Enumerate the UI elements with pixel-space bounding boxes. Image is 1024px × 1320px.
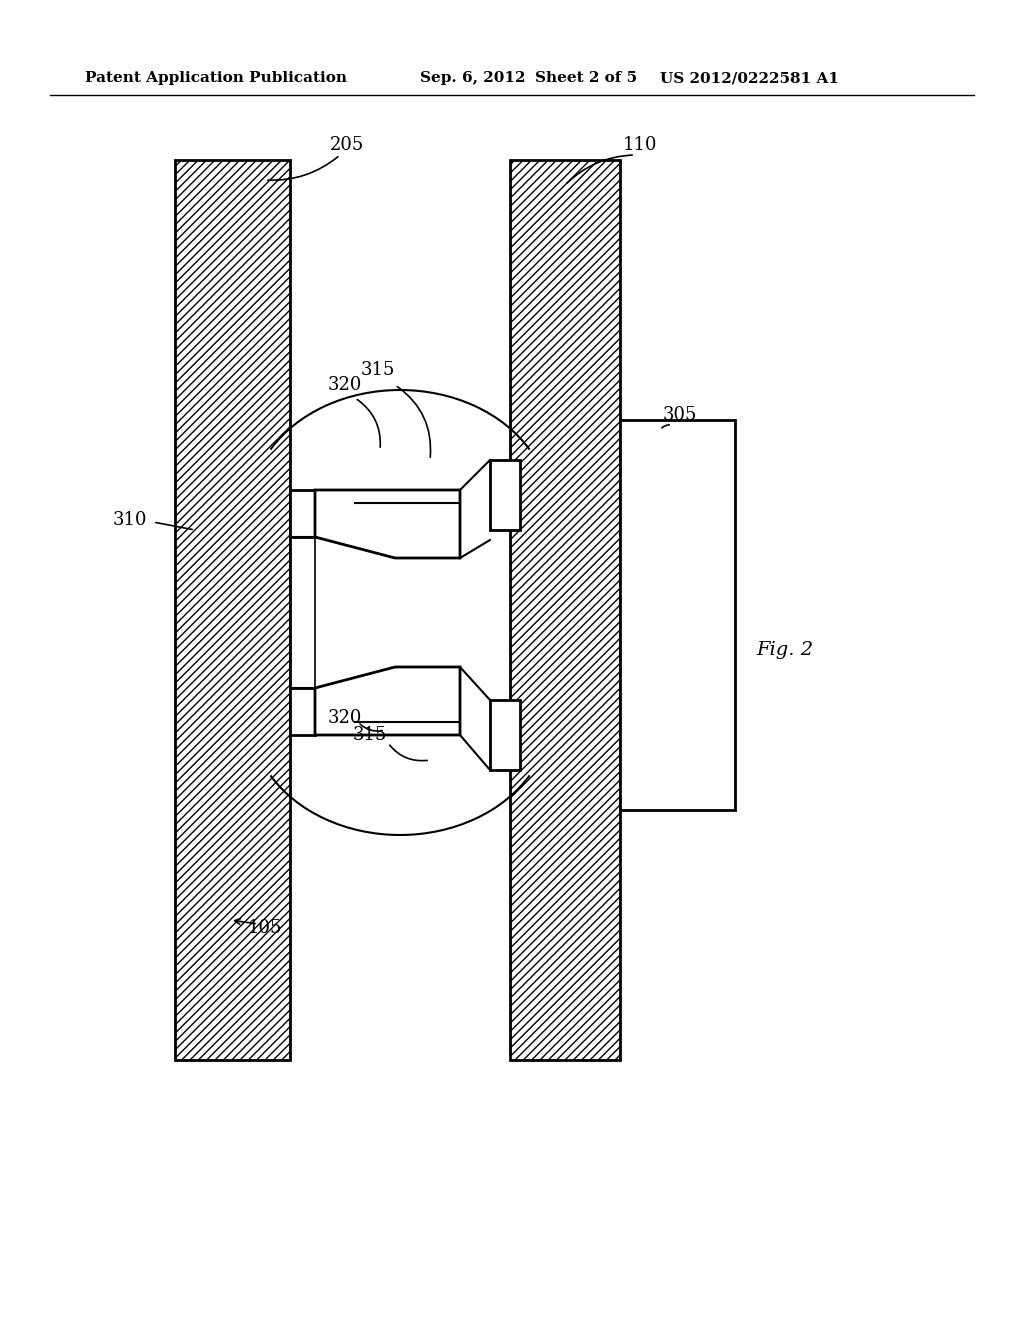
Polygon shape bbox=[290, 688, 315, 735]
Text: 315: 315 bbox=[360, 360, 395, 379]
Text: 315: 315 bbox=[353, 726, 387, 744]
Text: 310: 310 bbox=[113, 511, 147, 529]
Text: Patent Application Publication: Patent Application Publication bbox=[85, 71, 347, 84]
Text: 205: 205 bbox=[330, 136, 365, 154]
Text: 305: 305 bbox=[663, 407, 697, 424]
Polygon shape bbox=[510, 160, 620, 1060]
Polygon shape bbox=[290, 490, 315, 537]
Text: Sep. 6, 2012: Sep. 6, 2012 bbox=[420, 71, 525, 84]
Polygon shape bbox=[175, 160, 290, 1060]
Text: 105: 105 bbox=[248, 919, 283, 937]
Polygon shape bbox=[315, 667, 460, 735]
Text: 320: 320 bbox=[328, 709, 362, 727]
Polygon shape bbox=[620, 420, 735, 810]
Polygon shape bbox=[490, 700, 520, 770]
Text: US 2012/0222581 A1: US 2012/0222581 A1 bbox=[660, 71, 839, 84]
Text: Sheet 2 of 5: Sheet 2 of 5 bbox=[535, 71, 637, 84]
Text: 320: 320 bbox=[328, 376, 362, 393]
Text: 110: 110 bbox=[623, 136, 657, 154]
Polygon shape bbox=[490, 459, 520, 531]
Polygon shape bbox=[315, 490, 460, 558]
Text: Fig. 2: Fig. 2 bbox=[757, 642, 813, 659]
